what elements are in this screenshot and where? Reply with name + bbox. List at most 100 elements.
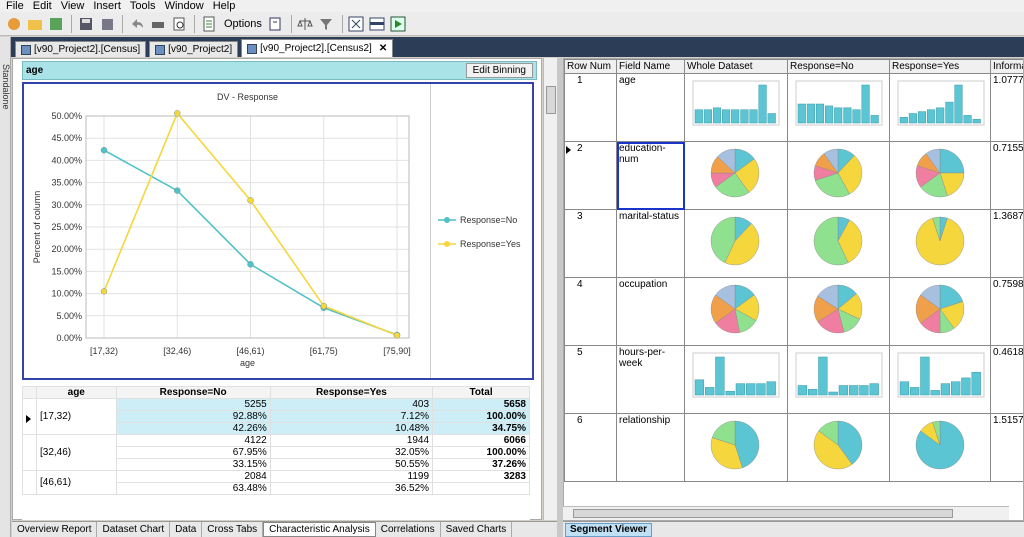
row-num-cell[interactable]: 2 (564, 141, 617, 210)
thumbnail-cell[interactable] (787, 141, 890, 210)
thumbnail-cell[interactable] (889, 73, 991, 142)
col-row-num[interactable]: Row Num (564, 59, 617, 74)
tab-saved-charts[interactable]: Saved Charts (441, 522, 513, 537)
table-row[interactable]: [32,46) 4122 1944 6066 (22, 434, 530, 471)
thumbnail-cell[interactable] (889, 413, 991, 482)
report-button[interactable] (266, 14, 285, 33)
tab-dataset-chart[interactable]: Dataset Chart (97, 522, 171, 537)
thumbnail-cell[interactable] (787, 73, 890, 142)
save-all-button[interactable] (97, 14, 116, 33)
run-button[interactable] (389, 14, 408, 33)
col-response-no[interactable]: Response=No (787, 59, 890, 74)
layout-button[interactable] (368, 14, 387, 33)
field-name-cell[interactable]: hours-per-week (616, 345, 685, 414)
table-row[interactable]: [17,32) 5255 403 5658 (22, 398, 530, 435)
filter-button[interactable] (317, 14, 336, 33)
menu-tools[interactable]: Tools (129, 0, 156, 12)
scrollbar-thumb[interactable] (573, 509, 953, 518)
import-button[interactable] (46, 14, 65, 33)
row-num-cell[interactable]: 5 (564, 345, 617, 414)
options-button[interactable]: Options (224, 17, 262, 30)
tab-census[interactable]: [v90_Project2].[Census] (15, 41, 147, 57)
edit-binning-button[interactable]: Edit Binning (465, 63, 533, 78)
row-num-cell[interactable]: 1 (564, 73, 617, 142)
grid-horizontal-scrollbar[interactable] (563, 506, 1009, 520)
field-name-cell[interactable]: occupation (616, 277, 685, 346)
table-row[interactable]: [46,61) 2084 1199 3283 (22, 470, 530, 495)
close-icon[interactable]: ✕ (378, 43, 388, 54)
menu-help[interactable]: Help (212, 0, 236, 12)
menu-insert[interactable]: Insert (93, 0, 121, 12)
tab-census2[interactable]: [v90_Project2].[Census2] ✕ (241, 39, 394, 57)
tab-data[interactable]: Data (170, 522, 203, 537)
thumbnail-cell[interactable] (684, 141, 788, 210)
thumbnail-cell[interactable] (889, 209, 991, 278)
balance-button[interactable] (296, 14, 315, 33)
col-response-yes[interactable]: Response=Yes (889, 59, 991, 74)
row-label: [46,61) (36, 470, 117, 495)
menu-edit[interactable]: Edit (32, 0, 52, 12)
thumbnail-cell[interactable] (787, 209, 890, 278)
field-name-cell[interactable]: relationship (616, 413, 685, 482)
thumbnail-cell[interactable] (889, 141, 991, 210)
grid-row[interactable]: 6 relationship 1.51571 (564, 413, 1023, 482)
tab-project[interactable]: [v90_Project2] (149, 41, 239, 57)
thumbnail-cell[interactable] (787, 413, 890, 482)
left-scrollbar[interactable] (543, 58, 557, 520)
row-num-cell[interactable]: 3 (564, 209, 617, 278)
grid-row[interactable]: 3 marital-status 1.36872 (564, 209, 1023, 278)
grid-row[interactable]: 1 age 1.07773 (564, 73, 1023, 142)
undo-button[interactable] (127, 14, 146, 33)
col-field-name[interactable]: Field Name (616, 59, 685, 74)
thumbnail-cell[interactable] (684, 277, 788, 346)
standalone-label[interactable]: Standalone (1, 64, 11, 110)
thumbnail-cell[interactable] (684, 345, 788, 414)
preview-button[interactable] (169, 14, 188, 33)
grid-row[interactable]: 2 education-num 0.71556 (564, 141, 1023, 210)
fit-button[interactable] (347, 14, 366, 33)
row-selector[interactable] (22, 434, 37, 471)
segment-viewer-tab[interactable]: Segment Viewer (565, 523, 653, 537)
thumbnail-cell[interactable] (684, 73, 788, 142)
col-information[interactable]: Informat (990, 59, 1023, 74)
menu-window[interactable]: Window (164, 0, 204, 12)
save-button[interactable] (76, 14, 95, 33)
row-selector[interactable] (22, 470, 37, 495)
grid-row[interactable]: 4 occupation 0.75986 (564, 277, 1023, 346)
grid-row[interactable]: 5 hours-per-week 0.46187 (564, 345, 1023, 414)
row-num-cell[interactable]: 6 (564, 413, 617, 482)
thumbnail-cell[interactable] (889, 345, 991, 414)
table-row[interactable]: 67.95% 32.05% 100.00% (23, 446, 530, 459)
thumbnail-cell[interactable] (684, 413, 788, 482)
table-row[interactable]: 33.15% 50.55% 37.26% (23, 458, 530, 471)
tab-cross-tabs[interactable]: Cross Tabs (202, 522, 264, 537)
row-num-cell[interactable]: 4 (564, 277, 617, 346)
project-icon (155, 44, 166, 55)
thumbnail-cell[interactable] (684, 209, 788, 278)
options-icon-button[interactable] (199, 14, 218, 33)
table-row[interactable]: 92.88% 7.12% 100.00% (23, 410, 530, 423)
col-whole-dataset[interactable]: Whole Dataset (684, 59, 788, 74)
thumbnail-bar (815, 103, 825, 124)
table-row[interactable]: 63.48% 36.52% (23, 482, 530, 495)
import-icon (49, 17, 62, 30)
tab-overview-report[interactable]: Overview Report (12, 522, 98, 537)
open-button[interactable] (25, 14, 44, 33)
thumbnail-cell[interactable] (889, 277, 991, 346)
menu-file[interactable]: File (6, 0, 24, 12)
scrollbar-thumb[interactable] (546, 86, 556, 114)
field-name-cell[interactable]: age (616, 73, 685, 142)
split-divider[interactable] (557, 58, 563, 537)
field-name-cell[interactable]: education-num (616, 141, 685, 210)
row-selector[interactable] (22, 398, 37, 435)
tab-characteristic-analysis[interactable]: Characteristic Analysis (263, 522, 376, 537)
cell: 1199 (269, 470, 434, 483)
print-button[interactable] (148, 14, 167, 33)
thumbnail-cell[interactable] (787, 277, 890, 346)
new-project-button[interactable] (4, 14, 23, 33)
menu-view[interactable]: View (60, 0, 85, 12)
field-name-cell[interactable]: marital-status (616, 209, 685, 278)
row-pointer-icon (26, 415, 31, 423)
thumbnail-cell[interactable] (787, 345, 890, 414)
tab-correlations[interactable]: Correlations (376, 522, 441, 537)
